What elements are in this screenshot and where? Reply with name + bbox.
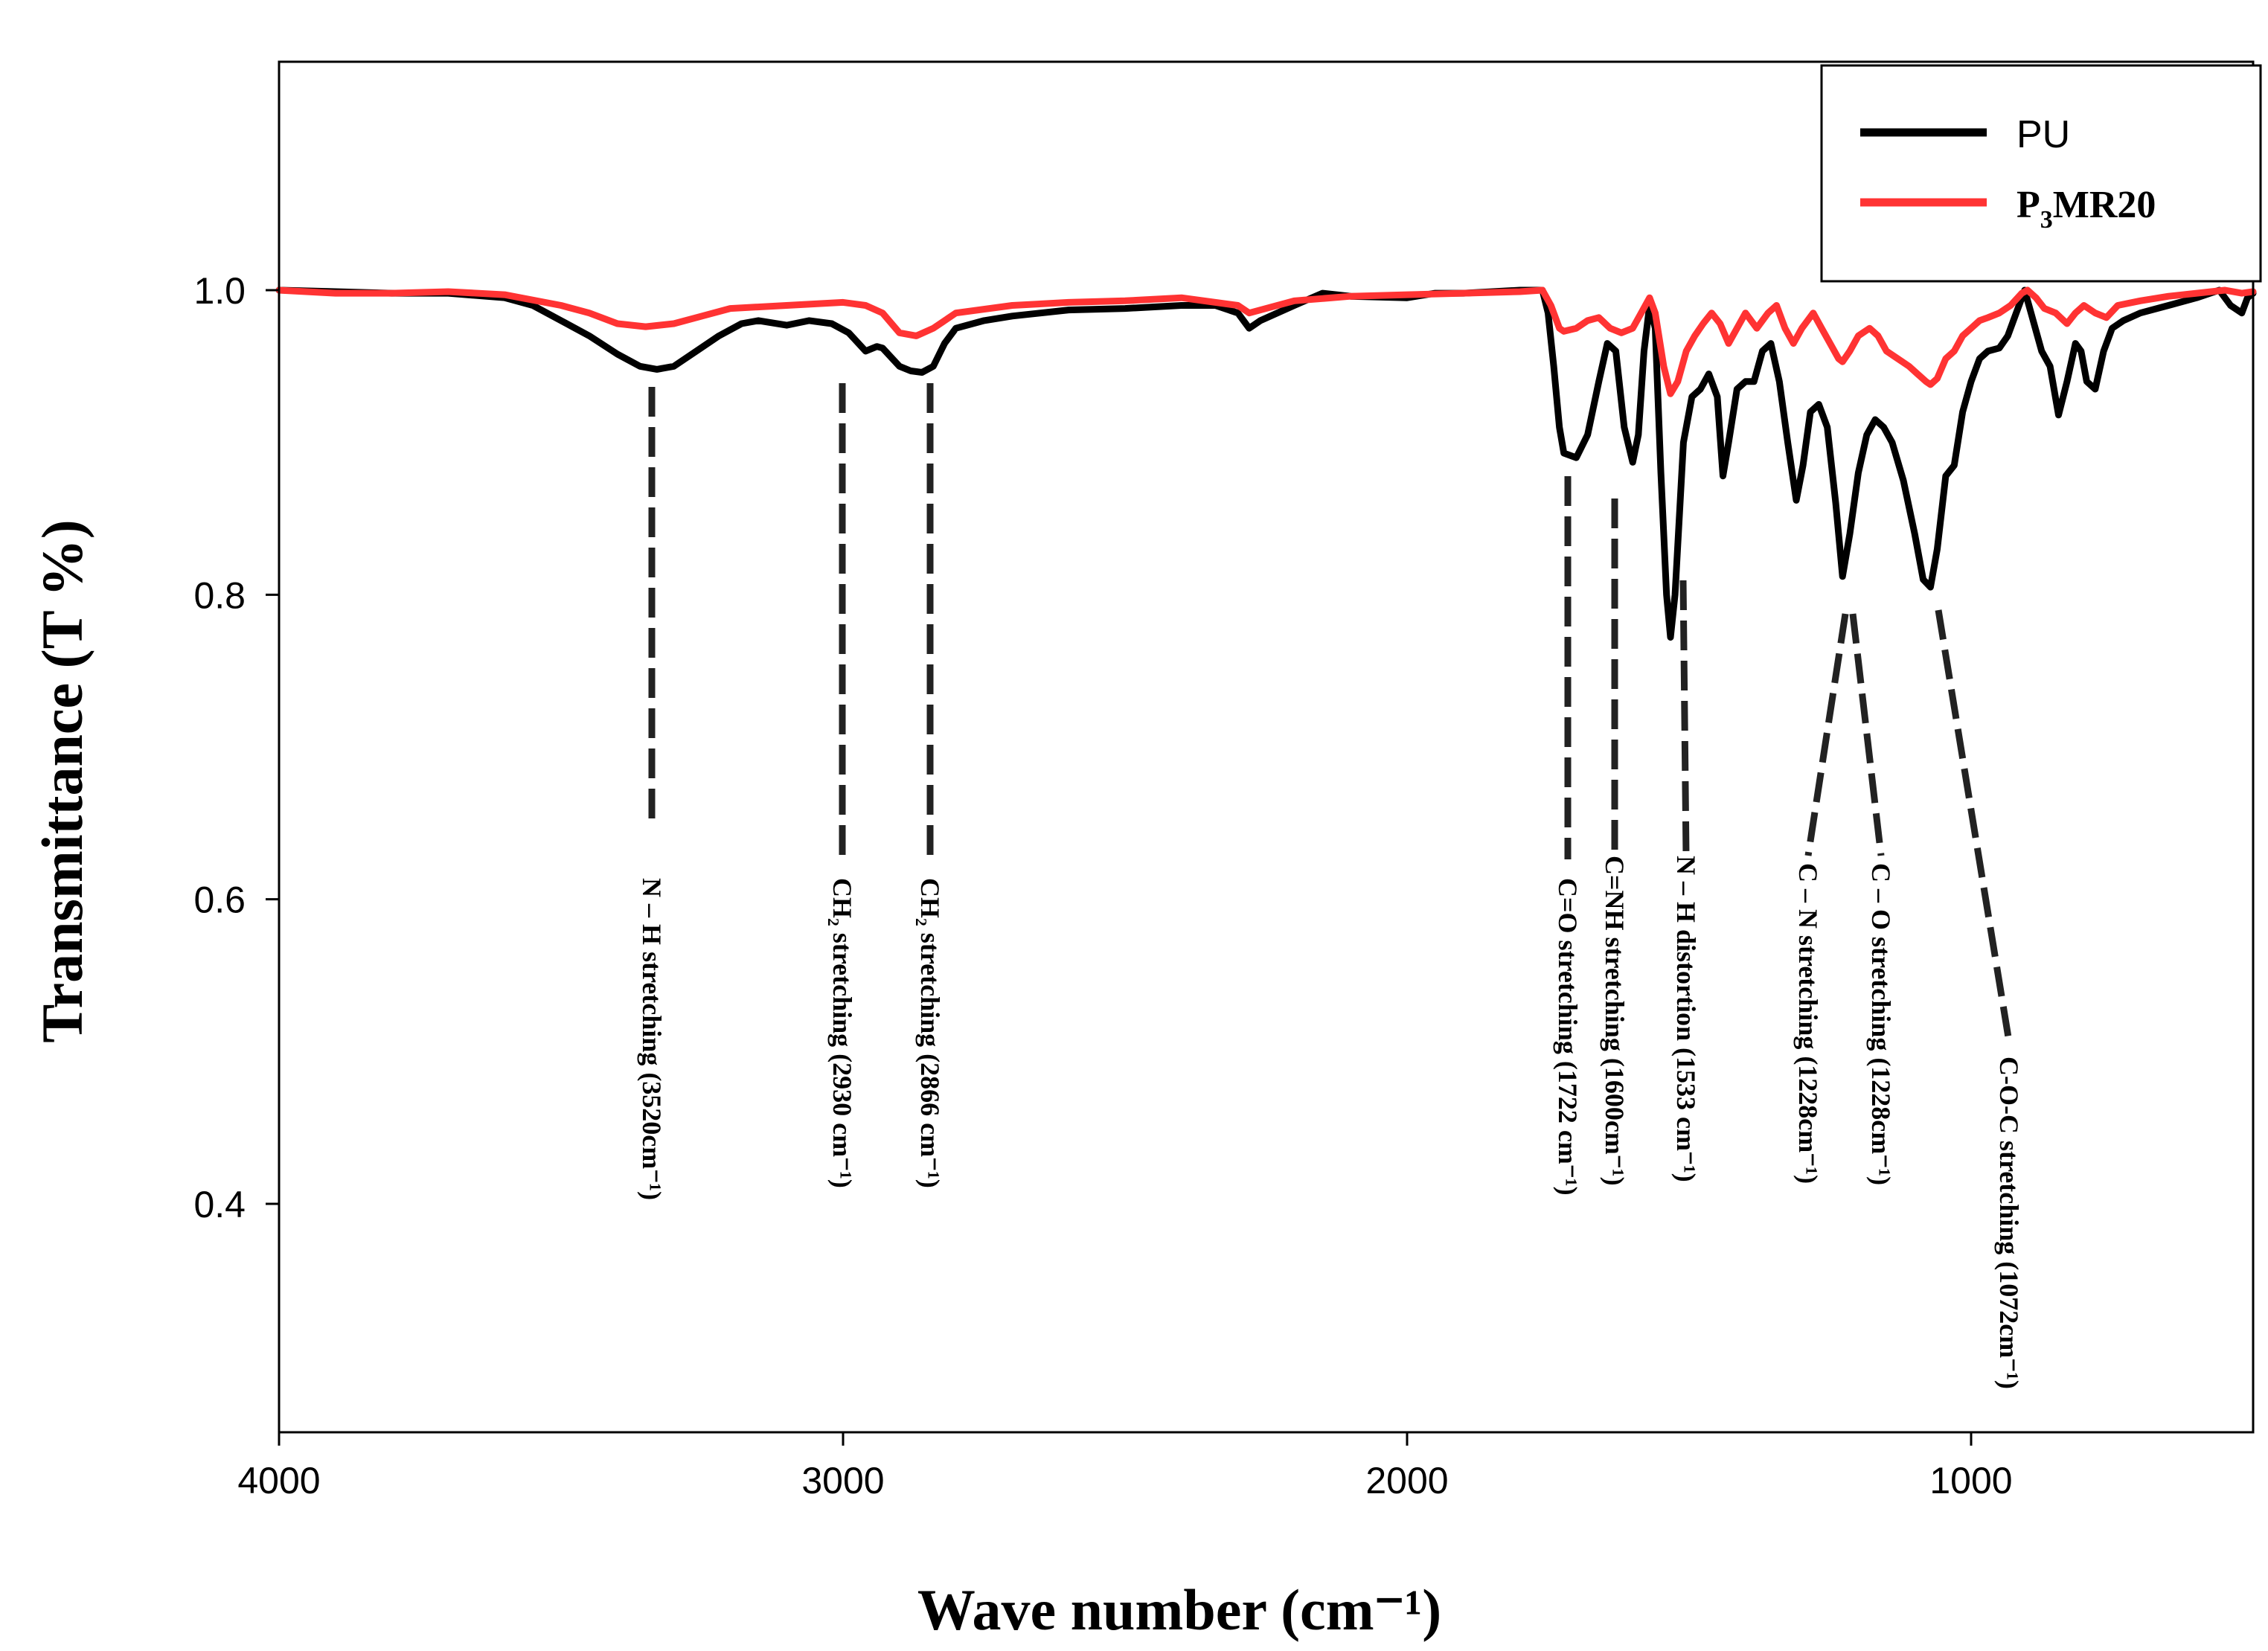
annotation-leader-line [1849, 613, 1885, 856]
annotation-leader-line [1935, 609, 2013, 1042]
x-axis-title: Wave number (cm⁻¹) [917, 1577, 1441, 1642]
x-tick-label: 2000 [1365, 1460, 1448, 1501]
annotation-label: C – O stretching (1228cm⁻¹) [1866, 863, 1896, 1185]
y-tick-label: 0.8 [193, 574, 246, 616]
y-tick-label: 0.6 [193, 879, 246, 921]
annotation-label: N – H distortion (1533 cm⁻¹) [1671, 856, 1701, 1182]
axis-ticks: 4000 3000 2000 1000 0.4 0.6 0.8 1.0 [193, 270, 2012, 1501]
annotation-label: C-O-C stretching (1072cm⁻¹) [1994, 1057, 2024, 1389]
series-line-pu [275, 286, 2257, 641]
x-tick-label: 1000 [1929, 1460, 2012, 1501]
annotation-leader-line [1804, 613, 1849, 856]
annotation-label: C=O stretching (1722 cm⁻¹) [1553, 878, 1583, 1196]
legend: PU P3MR20 [1820, 64, 2262, 283]
legend-label-pu: PU [2016, 113, 2070, 156]
y-tick-label: 1.0 [193, 270, 246, 312]
y-axis-title: Transmittance (T %) [30, 519, 94, 1042]
annotation-leader-lines [648, 383, 2013, 1042]
y-tick-label: 0.4 [193, 1184, 246, 1225]
series-line-p3mr20 [275, 286, 2257, 397]
series-layer [275, 286, 2257, 641]
x-tick-label: 3000 [801, 1460, 884, 1501]
annotation-labels: N – H stretching (3520cm⁻¹) CH₂ stretchin… [637, 856, 2024, 1389]
plot-frame [278, 60, 2255, 1434]
annotation-leader-line [1679, 580, 1690, 856]
x-tick-label: 4000 [237, 1460, 320, 1501]
annotation-label: CH₂ stretching (2866 cm⁻¹) [915, 878, 945, 1188]
annotation-label: N – H stretching (3520cm⁻¹) [637, 878, 667, 1200]
legend-box [1820, 64, 2262, 283]
annotation-label: CH₂ stretching (2930 cm⁻¹) [827, 878, 857, 1188]
annotation-label: C – N stretching (1228cm⁻¹) [1793, 863, 1823, 1184]
annotation-label: C=NH stretching (1600cm⁻¹) [1600, 856, 1630, 1186]
legend-label-p3mr20: P3MR20 [2016, 184, 2156, 234]
